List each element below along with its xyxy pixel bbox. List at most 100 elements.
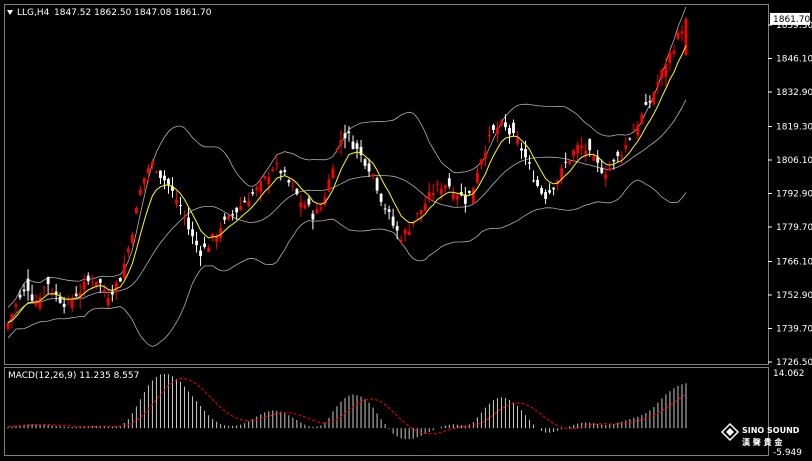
candle bbox=[26, 269, 30, 301]
candle bbox=[30, 284, 34, 303]
candle bbox=[163, 170, 166, 190]
candle bbox=[159, 170, 162, 185]
candle bbox=[347, 126, 351, 142]
sino-sound-logo: SINO SOUND 漢 聲 貴 金 bbox=[720, 422, 800, 447]
candle bbox=[407, 224, 411, 236]
candle bbox=[504, 114, 507, 131]
candle bbox=[235, 207, 239, 220]
candle bbox=[628, 137, 632, 141]
price-tick-label: 1806.10 bbox=[776, 156, 812, 166]
candle bbox=[327, 174, 331, 193]
candle bbox=[588, 138, 592, 157]
candle bbox=[391, 208, 395, 229]
candle bbox=[684, 16, 688, 57]
bollinger-middle bbox=[7, 99, 687, 324]
candle bbox=[283, 166, 287, 176]
candle bbox=[544, 189, 547, 204]
candle bbox=[143, 177, 146, 192]
candle bbox=[227, 214, 231, 221]
candle bbox=[624, 137, 628, 153]
candle bbox=[94, 281, 98, 290]
candle bbox=[54, 283, 58, 302]
candle bbox=[560, 164, 564, 185]
candle bbox=[596, 149, 600, 173]
candle bbox=[134, 206, 138, 214]
candle bbox=[315, 203, 319, 215]
candle bbox=[303, 200, 307, 210]
bollinger-upper bbox=[7, 6, 687, 308]
candle bbox=[38, 292, 42, 311]
candle bbox=[451, 187, 455, 202]
macd-panel-border bbox=[4, 367, 769, 456]
candle bbox=[311, 210, 315, 230]
candle bbox=[351, 135, 355, 150]
candle bbox=[207, 244, 210, 253]
current-price-label: 1861.70 bbox=[773, 15, 810, 25]
candle bbox=[600, 159, 604, 175]
candle bbox=[22, 283, 26, 297]
bollinger-bands bbox=[7, 6, 687, 347]
candle bbox=[411, 222, 415, 228]
candle bbox=[126, 245, 130, 258]
price-axis: 1859.30 1846.10 1832.90 1819.30 1806.10 1792.… bbox=[768, 21, 812, 368]
candle bbox=[516, 131, 519, 146]
candle bbox=[435, 179, 439, 193]
candle bbox=[443, 184, 447, 193]
candle bbox=[239, 197, 243, 211]
price-tick-label: 1859.30 bbox=[776, 21, 812, 31]
candle bbox=[175, 190, 178, 208]
candle bbox=[532, 170, 535, 183]
candle bbox=[46, 276, 50, 294]
candle bbox=[644, 93, 648, 106]
candle bbox=[488, 125, 491, 144]
candle bbox=[632, 123, 636, 131]
macd-label: MACD(12,26,9) 11.235 8.557 bbox=[8, 371, 139, 381]
candle bbox=[90, 274, 94, 290]
candle bbox=[359, 140, 363, 163]
candle bbox=[536, 175, 539, 188]
candle bbox=[415, 212, 419, 219]
candle bbox=[512, 119, 515, 137]
candle bbox=[568, 159, 572, 165]
candle bbox=[564, 152, 568, 169]
candle bbox=[580, 136, 584, 156]
candle bbox=[548, 183, 551, 195]
candle bbox=[576, 141, 580, 161]
candle bbox=[584, 143, 588, 162]
candle bbox=[423, 196, 427, 212]
price-tick-label: 1792.90 bbox=[776, 190, 812, 200]
candle bbox=[387, 205, 391, 220]
candle bbox=[335, 148, 339, 154]
candle bbox=[114, 280, 118, 301]
candle bbox=[74, 286, 78, 298]
candle bbox=[167, 177, 170, 194]
candle bbox=[203, 236, 206, 249]
candle bbox=[419, 209, 423, 223]
candle bbox=[496, 121, 499, 142]
candle bbox=[668, 50, 672, 71]
candle bbox=[604, 166, 608, 187]
candle bbox=[455, 193, 459, 207]
candle bbox=[371, 173, 375, 181]
current-price-box bbox=[770, 12, 810, 25]
candle bbox=[62, 296, 66, 314]
chart-menu-triangle-icon[interactable] bbox=[7, 10, 13, 15]
candle bbox=[484, 145, 487, 167]
diamond-logo-icon bbox=[720, 422, 740, 442]
candle bbox=[34, 294, 38, 309]
candle bbox=[287, 178, 291, 187]
ohlc-readout: 1847.52 1862.50 1847.08 1861.70 bbox=[54, 8, 212, 18]
candle bbox=[463, 187, 467, 213]
diamond-logo-inner-icon bbox=[726, 428, 734, 436]
candle bbox=[279, 169, 283, 181]
price-tick-label: 1766.10 bbox=[776, 258, 812, 268]
price-tick-label: 1726.50 bbox=[776, 358, 812, 368]
candle bbox=[155, 170, 158, 174]
candle bbox=[183, 210, 186, 226]
candle bbox=[680, 24, 684, 41]
price-tick-label: 1846.10 bbox=[776, 54, 812, 64]
candle bbox=[355, 140, 359, 159]
macd-axis-bottom: -5.949 bbox=[773, 448, 802, 458]
candle bbox=[363, 158, 367, 170]
